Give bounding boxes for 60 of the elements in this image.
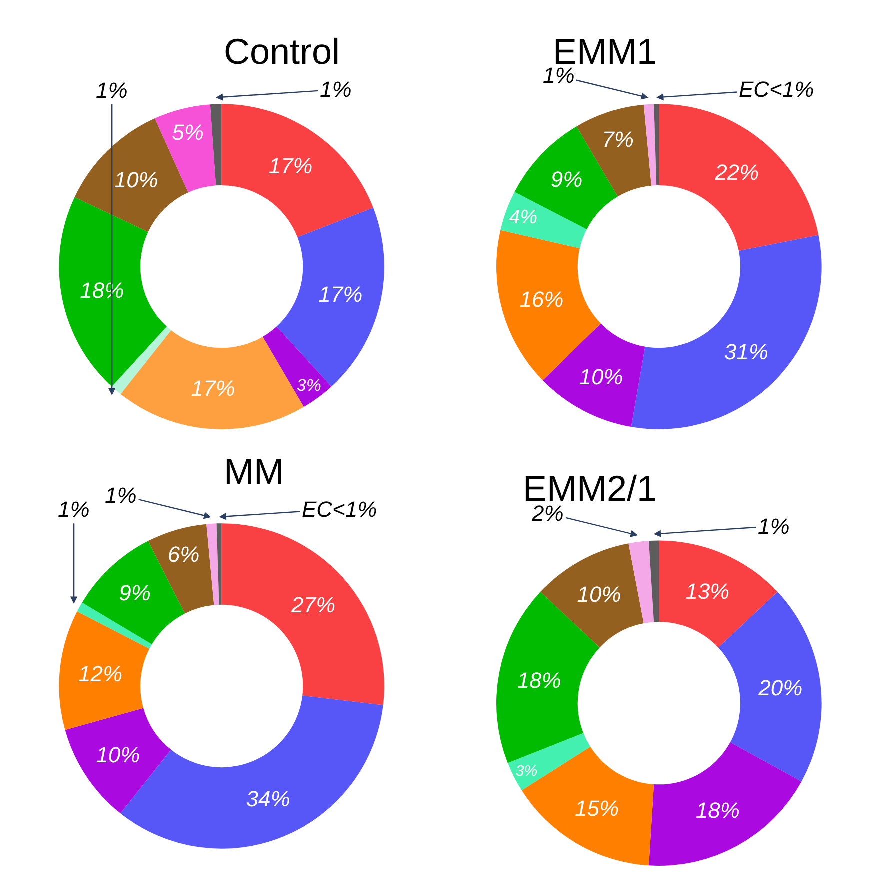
data-label: 9% [119,580,151,606]
donut-slice [148,524,214,614]
data-label: 20% [758,676,803,701]
data-label: 5% [172,120,204,146]
data-label: EC<1% [302,497,378,522]
donut-slice [59,197,167,387]
donut-slice [77,602,152,649]
donut-slice [222,524,384,706]
data-label: 9% [550,166,583,192]
donut-slice [222,104,374,238]
data-label: EC<1% [739,77,814,102]
donut-slice [216,524,222,605]
donut-slice [206,524,220,606]
donut-slice [540,544,644,648]
donut-slice [648,540,660,622]
data-label: 12% [78,661,123,686]
data-label: 3% [296,376,322,395]
data-label: 15% [575,796,620,821]
chart-title: MM [224,451,284,492]
data-label: 18% [80,278,124,303]
chart-title: Control [224,31,340,72]
donut-slice [262,326,332,408]
donut-slice [659,104,819,252]
donut-slice [112,326,172,394]
data-label: 27% [290,592,336,618]
data-label: 6% [168,542,200,568]
donut-slice [644,104,657,186]
data-label: 17% [318,282,363,308]
donut-slice [508,733,590,791]
data-label: 1% [320,77,352,102]
data-label: 16% [520,287,564,312]
data-label: 18% [517,668,562,694]
data-label: 22% [714,160,760,186]
donut-slice [628,541,654,624]
donut-slice [659,540,778,648]
data-label: 13% [686,578,730,604]
data-label: 31% [724,340,768,365]
donut-slice [210,104,222,186]
donut-slice [59,612,150,730]
donut-slice [65,708,172,814]
data-label: 1% [758,514,790,539]
data-label: 1% [105,483,137,508]
donut-slice [654,104,660,186]
donut-slice [542,324,646,428]
data-label: 17% [191,376,236,401]
donut-slice [648,742,802,866]
data-label: 10% [579,364,624,390]
data-label: 3% [516,763,538,780]
data-label: 17% [268,154,313,179]
data-label: 34% [246,786,290,812]
data-label: 10% [577,582,622,607]
data-label: 18% [696,798,740,823]
data-label: 1% [96,78,128,103]
data-label: 4% [509,206,538,229]
donut-slice [500,192,587,249]
data-label: 1% [58,497,90,522]
data-label: 7% [602,127,634,152]
data-label: 10% [96,742,140,768]
data-label: 10% [114,167,158,192]
donut-slice [631,235,822,430]
